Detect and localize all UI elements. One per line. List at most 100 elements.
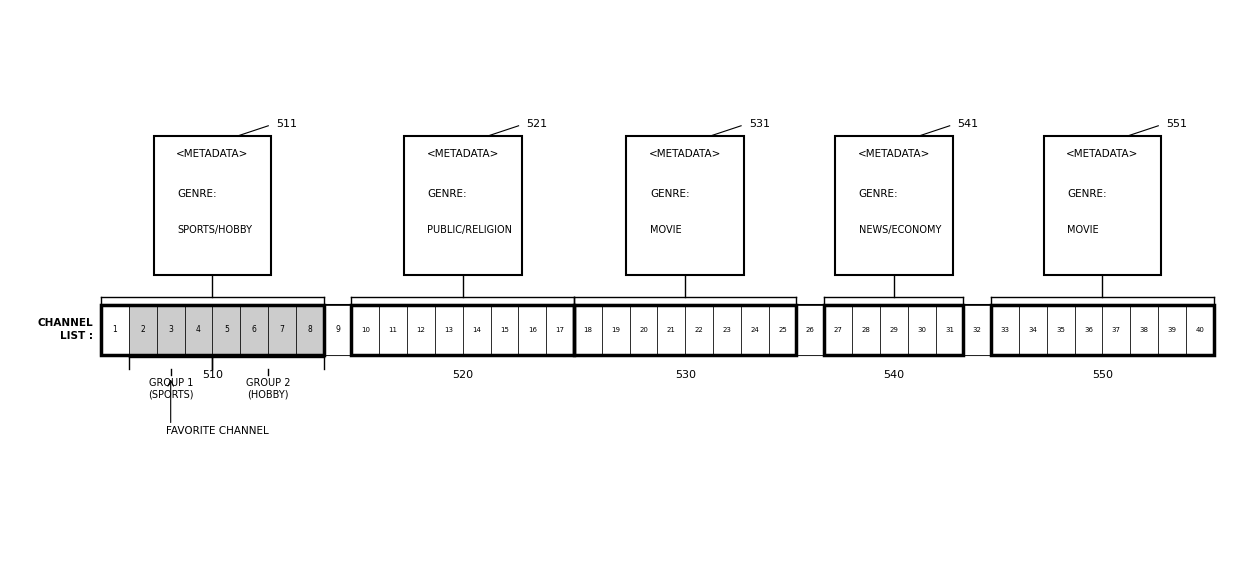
Bar xyxy=(324,305,351,355)
Bar xyxy=(241,305,268,355)
Text: 3: 3 xyxy=(169,325,174,334)
Bar xyxy=(769,305,796,355)
Text: 16: 16 xyxy=(528,327,537,333)
Text: <METADATA>: <METADATA> xyxy=(858,148,930,158)
Text: 15: 15 xyxy=(500,327,508,333)
Bar xyxy=(657,305,686,355)
Text: SPORTS/HOBBY: SPORTS/HOBBY xyxy=(177,225,252,235)
Text: 10: 10 xyxy=(361,327,370,333)
Bar xyxy=(102,305,1214,355)
Text: 521: 521 xyxy=(527,119,548,129)
Text: 511: 511 xyxy=(277,119,298,129)
Text: 550: 550 xyxy=(1092,370,1114,379)
Text: CHANNEL
LIST :: CHANNEL LIST : xyxy=(37,318,93,341)
Text: 21: 21 xyxy=(667,327,676,333)
Text: 8: 8 xyxy=(308,325,312,334)
Text: MOVIE: MOVIE xyxy=(1068,225,1099,235)
Text: GENRE:: GENRE: xyxy=(1068,189,1107,200)
Text: GENRE:: GENRE: xyxy=(858,189,898,200)
Text: 31: 31 xyxy=(945,327,954,333)
Bar xyxy=(379,305,407,355)
Text: 551: 551 xyxy=(1167,119,1187,129)
Text: 24: 24 xyxy=(750,327,759,333)
Bar xyxy=(574,305,601,355)
Text: 39: 39 xyxy=(1167,327,1177,333)
Bar xyxy=(796,305,825,355)
Bar xyxy=(156,305,185,355)
Text: 17: 17 xyxy=(556,327,564,333)
Text: 23: 23 xyxy=(723,327,732,333)
Bar xyxy=(1185,305,1214,355)
Text: 28: 28 xyxy=(862,327,870,333)
Bar xyxy=(908,305,935,355)
Bar xyxy=(491,305,518,355)
Text: 520: 520 xyxy=(453,370,474,379)
Bar xyxy=(686,305,713,355)
Text: GROUP 2
(HOBBY): GROUP 2 (HOBBY) xyxy=(246,378,290,400)
Text: 36: 36 xyxy=(1084,327,1092,333)
Bar xyxy=(296,305,324,355)
Text: GENRE:: GENRE: xyxy=(428,189,467,200)
Text: 1: 1 xyxy=(113,325,118,334)
Text: 11: 11 xyxy=(388,327,398,333)
Bar xyxy=(825,305,852,355)
Bar xyxy=(185,305,212,355)
Text: 20: 20 xyxy=(639,327,649,333)
Text: 510: 510 xyxy=(202,370,223,379)
Bar xyxy=(351,305,574,355)
Bar xyxy=(630,305,657,355)
Bar xyxy=(463,305,491,355)
Bar xyxy=(268,305,296,355)
Bar xyxy=(991,305,1214,355)
Bar xyxy=(601,305,630,355)
Text: 37: 37 xyxy=(1112,327,1121,333)
Text: 35: 35 xyxy=(1056,327,1065,333)
Text: 541: 541 xyxy=(957,119,978,129)
Bar xyxy=(852,305,880,355)
Text: 6: 6 xyxy=(252,325,257,334)
Text: GROUP 1
(SPORTS): GROUP 1 (SPORTS) xyxy=(148,378,193,400)
Text: NEWS/ECONOMY: NEWS/ECONOMY xyxy=(858,225,941,235)
Text: 26: 26 xyxy=(806,327,815,333)
Bar xyxy=(546,305,574,355)
Bar xyxy=(404,135,522,275)
Text: <METADATA>: <METADATA> xyxy=(649,148,722,158)
Bar xyxy=(713,305,740,355)
Text: 34: 34 xyxy=(1028,327,1038,333)
Text: 29: 29 xyxy=(889,327,898,333)
Bar xyxy=(1044,135,1162,275)
Text: 5: 5 xyxy=(224,325,228,334)
Text: 7: 7 xyxy=(279,325,284,334)
Bar xyxy=(351,305,379,355)
Bar xyxy=(626,135,744,275)
Text: 531: 531 xyxy=(749,119,770,129)
Text: 18: 18 xyxy=(583,327,593,333)
Bar xyxy=(963,305,991,355)
Text: 9: 9 xyxy=(335,325,340,334)
Text: GENRE:: GENRE: xyxy=(177,189,217,200)
Bar xyxy=(1019,305,1047,355)
Bar xyxy=(880,305,908,355)
Bar xyxy=(129,305,156,355)
Text: FAVORITE CHANNEL: FAVORITE CHANNEL xyxy=(166,427,268,436)
Bar xyxy=(991,305,1019,355)
Text: 22: 22 xyxy=(694,327,703,333)
Bar xyxy=(1102,305,1130,355)
Bar xyxy=(518,305,546,355)
Text: 14: 14 xyxy=(472,327,481,333)
Text: 12: 12 xyxy=(417,327,425,333)
Bar xyxy=(102,305,129,355)
Text: MOVIE: MOVIE xyxy=(650,225,682,235)
Text: <METADATA>: <METADATA> xyxy=(427,148,498,158)
Bar xyxy=(102,305,324,355)
Text: 40: 40 xyxy=(1195,327,1204,333)
Bar xyxy=(825,305,963,355)
Bar xyxy=(1130,305,1158,355)
Bar xyxy=(1047,305,1075,355)
Text: 4: 4 xyxy=(196,325,201,334)
Text: 30: 30 xyxy=(918,327,926,333)
Bar xyxy=(1075,305,1102,355)
Text: 32: 32 xyxy=(973,327,982,333)
Bar xyxy=(1158,305,1185,355)
Bar xyxy=(935,305,963,355)
